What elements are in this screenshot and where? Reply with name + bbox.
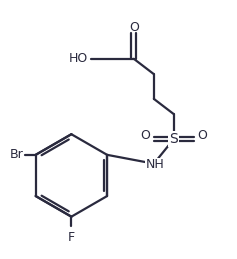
Text: Br: Br bbox=[10, 148, 24, 161]
Text: O: O bbox=[197, 129, 207, 142]
Text: O: O bbox=[141, 129, 150, 142]
Text: HO: HO bbox=[69, 52, 88, 65]
Text: O: O bbox=[129, 20, 139, 33]
Text: F: F bbox=[68, 231, 75, 244]
Text: NH: NH bbox=[146, 158, 164, 171]
Text: S: S bbox=[169, 132, 178, 146]
